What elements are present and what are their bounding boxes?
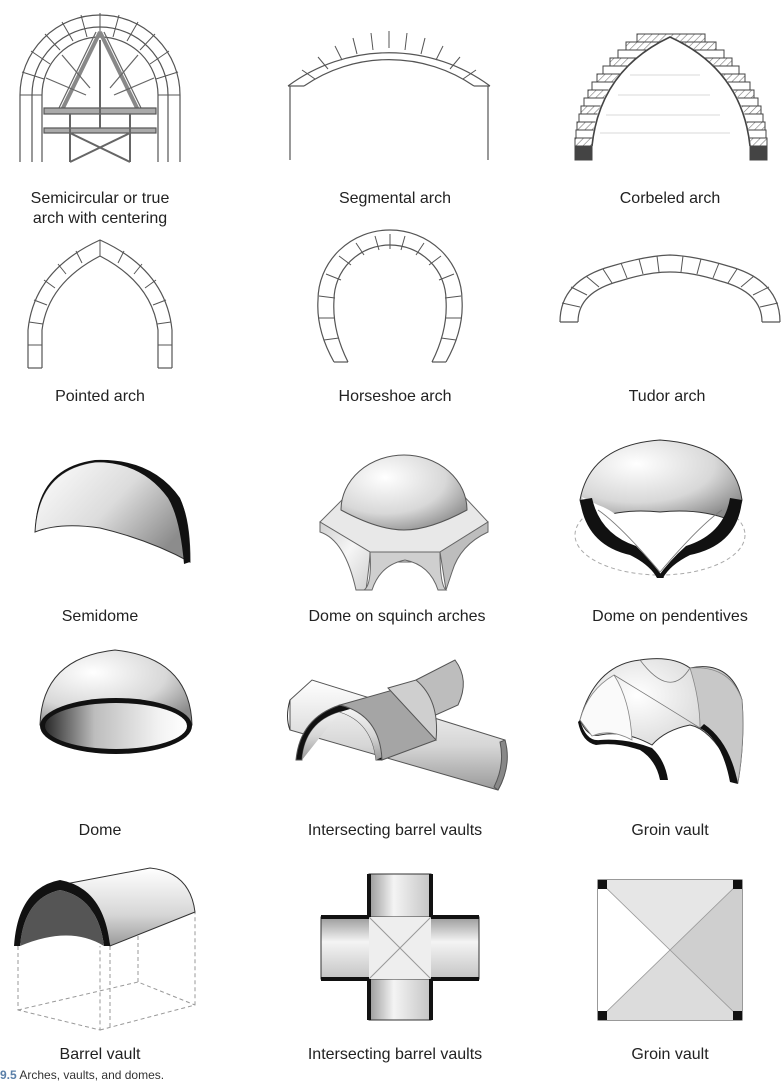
groin-vault-plan-icon (597, 879, 743, 1021)
semicircular-arch-centering-icon (19, 13, 181, 163)
semidome-icon (34, 459, 191, 564)
label-corbeled-arch: Corbeled arch (619, 190, 721, 207)
dome-on-squinches-icon (319, 454, 489, 591)
label-segmental-arch: Segmental arch (338, 190, 452, 207)
intersecting-barrel-vaults-plan-icon (320, 873, 480, 1021)
label-semidome: Semidome (61, 608, 139, 625)
label-barrel-vault: Barrel vault (59, 1046, 141, 1063)
segmental-arch-icon (287, 31, 491, 160)
label-semicircular-arch: Semicircular or true arch with centering (30, 190, 170, 227)
dome-on-pendentives-icon (574, 439, 746, 578)
label-groin-vault-plan: Groin vault (631, 1046, 709, 1063)
figure-caption-text: Arches, vaults, and domes. (19, 1068, 165, 1082)
dome-icon (39, 649, 193, 754)
label-dome-on-pendentives: Dome on pendentives (592, 608, 748, 625)
corbeled-arch-icon (574, 33, 768, 161)
barrel-vault-icon (14, 867, 196, 1031)
figure-number: 9.5 (0, 1068, 17, 1082)
figure-caption: 9.5 Arches, vaults, and domes. (0, 1068, 164, 1082)
label-tudor-arch: Tudor arch (628, 388, 706, 405)
label-dome-on-squinches: Dome on squinch arches (308, 608, 486, 625)
pointed-arch-icon (27, 239, 173, 369)
label-pointed-arch: Pointed arch (55, 388, 145, 405)
label-horseshoe-arch: Horseshoe arch (338, 388, 452, 405)
groin-vault-icon (578, 658, 744, 784)
horseshoe-arch-icon (317, 229, 463, 363)
label-dome: Dome (78, 822, 122, 839)
label-groin-vault: Groin vault (631, 822, 709, 839)
intersecting-barrel-vaults-icon (287, 659, 508, 791)
label-intersecting-barrel-vaults-plan: Intersecting barrel vaults (307, 1046, 483, 1063)
label-intersecting-barrel-vaults: Intersecting barrel vaults (307, 822, 483, 839)
tudor-arch-icon (559, 254, 781, 323)
